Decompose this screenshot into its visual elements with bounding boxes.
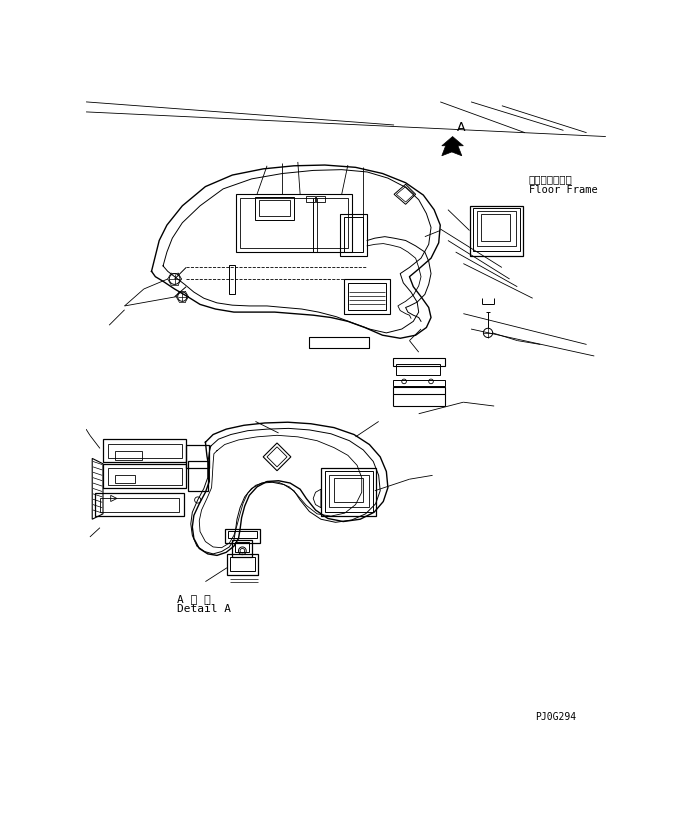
Text: フロアフレーム: フロアフレーム <box>529 174 572 184</box>
Text: PJ0G294: PJ0G294 <box>535 712 576 722</box>
Text: Floor Frame: Floor Frame <box>529 185 597 195</box>
Bar <box>344 217 363 252</box>
Bar <box>306 196 315 202</box>
Bar <box>470 206 523 256</box>
Bar <box>477 212 516 246</box>
Bar <box>107 444 182 458</box>
Bar <box>240 199 348 248</box>
Polygon shape <box>442 136 463 156</box>
Bar <box>230 557 254 571</box>
Bar <box>188 462 208 491</box>
Bar <box>236 194 352 252</box>
Bar <box>259 200 290 216</box>
Bar <box>348 283 386 310</box>
Bar <box>100 498 180 511</box>
Bar <box>315 196 325 202</box>
Bar <box>229 266 235 294</box>
Bar <box>107 467 182 484</box>
Bar <box>334 479 363 502</box>
Bar <box>115 475 134 483</box>
Bar <box>325 471 373 511</box>
Bar <box>393 380 445 386</box>
Bar <box>393 359 445 366</box>
Bar <box>329 475 369 507</box>
Bar <box>236 542 249 552</box>
Bar <box>340 213 367 256</box>
Bar <box>321 468 377 516</box>
Bar <box>225 529 260 543</box>
Bar <box>95 493 184 516</box>
Bar <box>232 540 252 557</box>
Bar <box>103 464 186 489</box>
Bar <box>393 386 445 395</box>
Text: A 詳 細: A 詳 細 <box>177 593 211 604</box>
Bar <box>255 197 294 220</box>
Bar <box>396 364 440 375</box>
Bar <box>227 531 257 538</box>
Bar <box>309 337 369 348</box>
Bar <box>103 440 186 462</box>
Bar <box>227 554 258 575</box>
Text: Detail A: Detail A <box>177 605 231 614</box>
Bar <box>186 444 209 467</box>
Bar <box>115 451 142 460</box>
Text: A: A <box>457 121 465 134</box>
Bar <box>481 213 510 241</box>
Bar <box>473 208 520 251</box>
Bar <box>344 279 390 314</box>
